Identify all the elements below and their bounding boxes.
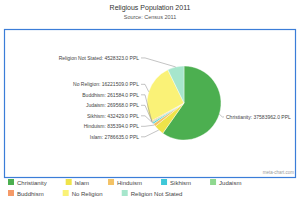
data-label: No Religion: 16221509.0 PPL <box>73 81 139 87</box>
leader-line <box>141 130 159 137</box>
label-category: Judaism <box>86 102 105 108</box>
legend-item: Hinduism <box>108 179 142 186</box>
label-category: Buddhism <box>82 92 104 98</box>
legend-swatch <box>63 190 69 196</box>
legend-item: Islam <box>66 179 89 186</box>
label-value: 269568.0 PPL <box>107 102 139 108</box>
legend: Christianity Islam Hinduism Sikhism Judaism B… <box>8 179 241 197</box>
data-label: Religion Not Stated: 4528323.0 PPL <box>59 55 140 61</box>
legend-label: Judaism <box>219 180 241 186</box>
leader-line <box>141 95 152 121</box>
legend-item: No Religion <box>63 190 103 197</box>
label-value: 16221509.0 PPL <box>102 81 139 87</box>
legend-label: Islam <box>75 180 89 186</box>
subtitle: Source: Census 2011 <box>124 14 177 20</box>
leader-line <box>219 114 224 117</box>
legend-label: Buddhism <box>17 191 44 197</box>
annotation: meta-chart.com <box>263 170 295 175</box>
data-labels: Christianity: 37583962.0 PPL Islam: 27866… <box>59 55 291 140</box>
label-category: Hinduism <box>84 123 105 129</box>
frame <box>5 30 296 178</box>
legend-swatch <box>108 179 114 185</box>
label-category: Religion Not Stated <box>59 55 102 61</box>
legend-item: Buddhism <box>8 190 44 197</box>
label-category: No Religion <box>73 81 99 87</box>
legend-item: Sikhism <box>161 179 191 186</box>
legend-swatch <box>8 190 14 196</box>
label-category: Sikhism <box>87 113 105 119</box>
label-value: 37583962.0 PPL <box>254 114 291 120</box>
slices <box>147 66 221 140</box>
legend-label: Hinduism <box>117 180 142 186</box>
data-label: Buddhism: 261584.0 PPL <box>82 92 139 98</box>
chart: Religious Population 2011 Source: Census … <box>0 0 300 200</box>
leader-line <box>141 58 176 67</box>
label-value: 432429.0 PPL <box>107 113 139 119</box>
leader-line <box>141 125 154 126</box>
label-value: 261584.0 PPL <box>107 92 139 98</box>
legend-swatch <box>66 179 72 185</box>
data-label: Judaism: 269568.0 PPL <box>86 102 139 108</box>
label-category: Islam <box>90 134 102 140</box>
legend-item: Judaism <box>210 179 241 186</box>
slice <box>168 66 184 103</box>
label-value: 835394.0 PPL <box>107 123 139 129</box>
label-value: 4528323.0 PPL <box>105 55 140 61</box>
legend-swatch <box>8 179 14 185</box>
label-value: 2786635.0 PPL <box>105 134 140 140</box>
legend-item: Christianity <box>8 179 47 186</box>
leader-line <box>141 105 152 122</box>
legend-item: Religion Not Stated <box>122 190 183 197</box>
data-label: Hinduism: 835394.0 PPL <box>84 123 140 129</box>
data-label: Islam: 2786635.0 PPL <box>90 134 139 140</box>
leader-line <box>141 84 149 91</box>
legend-label: No Religion <box>72 191 103 197</box>
title: Religious Population 2011 <box>110 4 191 12</box>
legend-label: Christianity <box>17 180 47 186</box>
data-label: Christianity: 37583962.0 PPL <box>226 114 291 120</box>
legend-label: Religion Not Stated <box>131 191 183 197</box>
legend-swatch <box>161 179 167 185</box>
data-label: Sikhism: 432429.0 PPL <box>87 113 139 119</box>
legend-label: Sikhism <box>170 180 191 186</box>
label-category: Christianity <box>226 114 251 120</box>
legend-swatch <box>210 179 216 185</box>
legend-swatch <box>122 190 128 196</box>
